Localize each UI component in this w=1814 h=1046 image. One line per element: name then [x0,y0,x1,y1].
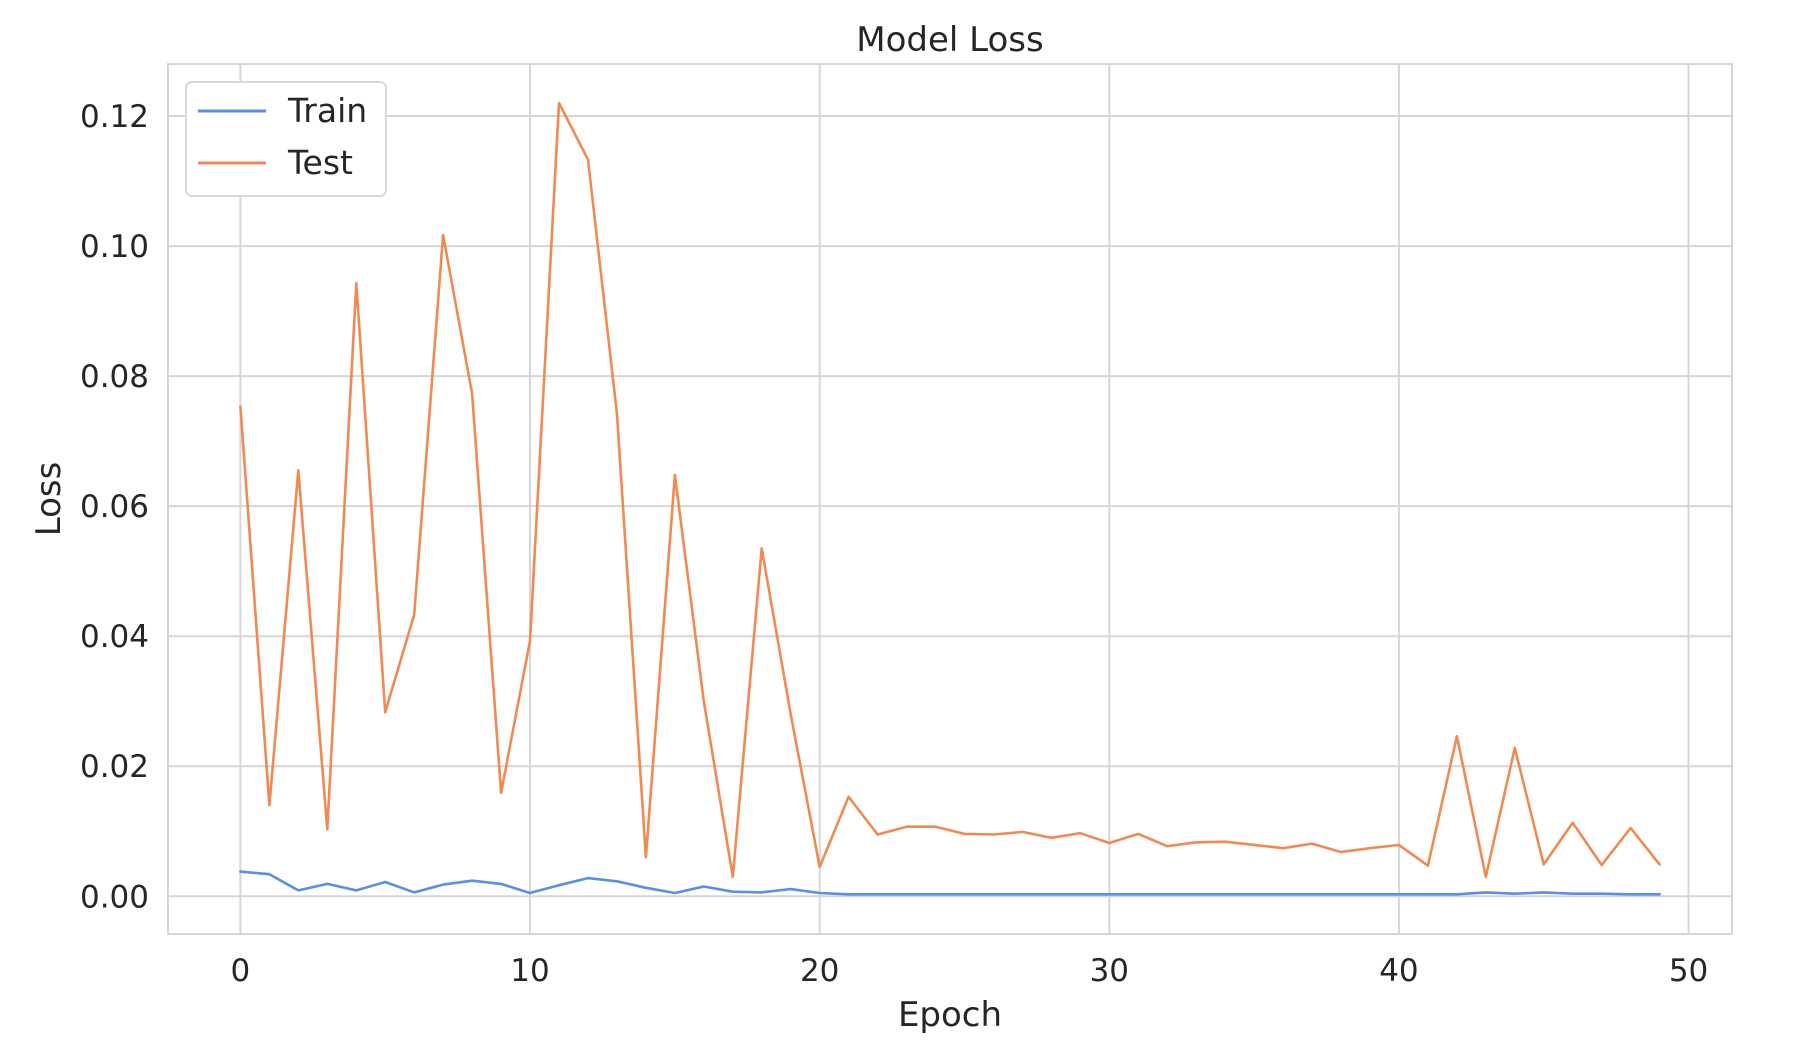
y-tick-label: 0.04 [80,619,149,655]
legend-label-train: Train [287,91,367,130]
x-tick-label: 50 [1669,953,1708,989]
x-tick-label: 10 [510,953,549,989]
y-tick-label: 0.12 [80,99,149,135]
legend-items: Train Test [198,91,367,182]
chart-title: Model Loss [856,20,1043,60]
legend-label-test: Test [287,143,353,182]
y-tick-label: 0.02 [80,749,149,785]
y-tick-label: 0.08 [80,359,149,395]
x-tick-label: 30 [1090,953,1129,989]
x-tick-label: 20 [800,953,839,989]
plot-frame [167,63,1733,935]
plot-area [168,64,1732,934]
y-tick-label: 0.10 [80,229,149,265]
series-lines [239,101,1661,896]
grid-lines [168,64,1732,934]
x-axis-label: Epoch [898,995,1002,1035]
y-tick-label: 0.00 [80,879,149,915]
legend: Train Test [185,81,387,197]
y-tick-label: 0.06 [80,489,149,525]
x-tick-label: 0 [231,953,251,989]
x-tick-label: 40 [1379,953,1418,989]
series-line-train [239,870,1661,896]
tick-labels: 0 10 20 30 40 50 0.00 0.02 0.04 0.06 0.08 0.10 0.12 [80,99,1708,989]
series-line-test [239,101,1661,879]
y-axis-label: Loss [29,462,69,537]
